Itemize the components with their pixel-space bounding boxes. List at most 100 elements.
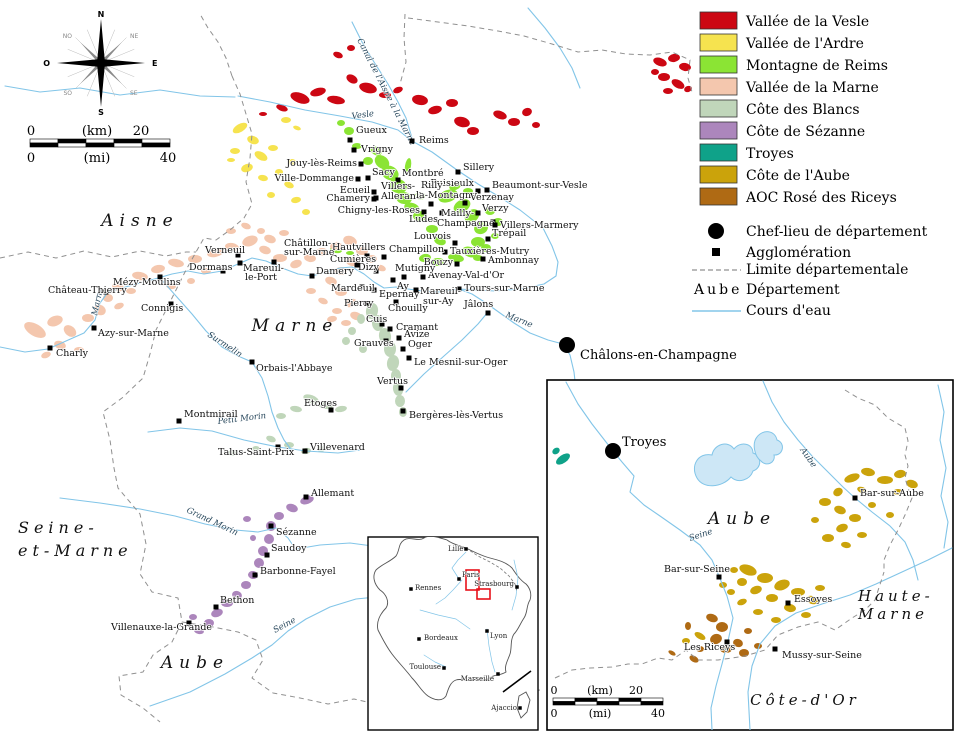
- inset-scale-zero-mi: 0: [551, 707, 558, 720]
- town-group: Vrigny: [351, 143, 394, 156]
- region-blob: [710, 633, 722, 645]
- legend-item: Vallée de la Vesle: [699, 11, 869, 30]
- region-blob: [438, 189, 458, 203]
- town-label: Etoges: [304, 398, 337, 409]
- river-line: [147, 427, 361, 454]
- town-group: Mutigny: [394, 262, 437, 280]
- town-group: Villevenard: [302, 441, 366, 454]
- agglomeration-marker: [371, 196, 377, 202]
- town-label: Champagne: [437, 218, 495, 229]
- scale-zero-mi: 0: [27, 151, 35, 166]
- region-blob: [243, 516, 251, 522]
- town-group: Mailly-Champagne: [436, 207, 496, 230]
- region-blob: [288, 159, 296, 165]
- region-blob: [276, 104, 288, 112]
- town-label: Allerand: [380, 191, 422, 202]
- region-blob: [194, 627, 204, 635]
- region-blob: [653, 57, 667, 67]
- town-group: Ay: [390, 277, 410, 293]
- town-label: Avenay-Val-d'Or: [427, 270, 505, 281]
- town-label: Tauxières-Mutry: [450, 246, 530, 257]
- region-blob: [696, 646, 704, 652]
- region-blob: [47, 315, 63, 327]
- agglomeration-marker: [457, 577, 461, 581]
- region-blob: [247, 135, 259, 145]
- agglomeration-marker: [302, 448, 308, 454]
- region-blob: [325, 276, 337, 286]
- scale-bar-segment: [141, 142, 171, 148]
- region-blob: [168, 258, 184, 268]
- department-boundary-line: [554, 571, 885, 679]
- region-blob: [290, 405, 302, 413]
- region-blob: [257, 228, 265, 234]
- region-blob: [716, 622, 728, 632]
- legend-swatch: [699, 165, 738, 184]
- region-blob: [771, 617, 781, 623]
- compass-se-label: SE: [130, 90, 138, 97]
- region-blob: [467, 127, 479, 135]
- legend-item-label: AOC Rosé des Riceys: [745, 190, 897, 206]
- region-blob: [685, 622, 691, 630]
- region-blob: [342, 337, 350, 345]
- agglomeration-marker: [303, 494, 309, 500]
- town-group: Bar-sur-Seine: [663, 563, 731, 580]
- town-group: Verneuil: [203, 244, 246, 258]
- town-label: Villenauxe-la-Grande: [110, 622, 212, 633]
- river-line: [351, 21, 413, 139]
- region-blob: [868, 502, 876, 508]
- town-group: Hautvillers: [331, 241, 386, 259]
- region-blob: [822, 534, 834, 542]
- region-blob: [370, 146, 382, 156]
- region-blob: [493, 110, 507, 120]
- region-blob: [346, 251, 354, 255]
- inset-scale-km-unit: (km): [587, 684, 613, 697]
- legend-item-label: Côte de l'Aube: [746, 168, 850, 184]
- region-blob: [348, 327, 356, 335]
- scale-bar-segment: [640, 697, 664, 702]
- town-label: Mézy-Moulins: [113, 277, 181, 288]
- town-label: Montbré: [402, 168, 444, 179]
- legend-swatch: [699, 187, 738, 206]
- town-label: Damery: [316, 266, 354, 277]
- department-label: Aube: [706, 509, 776, 529]
- legend-item-label: Troyes: [746, 146, 794, 162]
- region-blob: [906, 479, 918, 489]
- town-group: Lille: [448, 545, 468, 554]
- agglomeration-marker: [485, 629, 489, 633]
- compass-e-label: E: [152, 59, 157, 68]
- region-blob: [404, 202, 420, 214]
- agglomeration-marker: [420, 274, 426, 280]
- region-blob: [372, 315, 384, 331]
- agglomeration-marker: [439, 210, 445, 216]
- agglomeration-marker: [485, 310, 491, 316]
- legend-swatch: [699, 143, 738, 162]
- region-blob: [391, 369, 401, 383]
- town-group: Rennes: [409, 584, 442, 593]
- department-boundary-line: [399, 13, 407, 85]
- region-blob: [286, 503, 298, 513]
- region-blob: [668, 650, 676, 656]
- river-line: [937, 384, 949, 549]
- town-label: le-Port: [245, 272, 277, 283]
- town-group: Dormans: [188, 261, 233, 274]
- region-blob: [682, 638, 690, 644]
- agglomeration-marker: [724, 639, 730, 645]
- region-blob: [384, 341, 396, 357]
- town-label: Bethon: [220, 595, 254, 606]
- legend: Vallée de la Vesle Vallée de l'Ardre Monta…: [692, 11, 928, 319]
- town-group: Mardeuil: [330, 282, 375, 295]
- region-blob: [694, 632, 706, 640]
- river-line: [527, 7, 581, 89]
- agglomeration-marker: [103, 289, 109, 295]
- region-blob: [241, 581, 251, 589]
- town-label: Les Riceys: [684, 642, 735, 653]
- agglomeration-marker: [785, 600, 791, 606]
- region-blob: [250, 535, 256, 541]
- region-blob: [252, 446, 260, 452]
- town-label: Paris: [462, 571, 480, 579]
- agglomeration-marker: [400, 408, 406, 414]
- town-group: Essoyes: [785, 593, 833, 606]
- town-group: Paris: [457, 571, 481, 581]
- town-label: Rennes: [415, 584, 442, 592]
